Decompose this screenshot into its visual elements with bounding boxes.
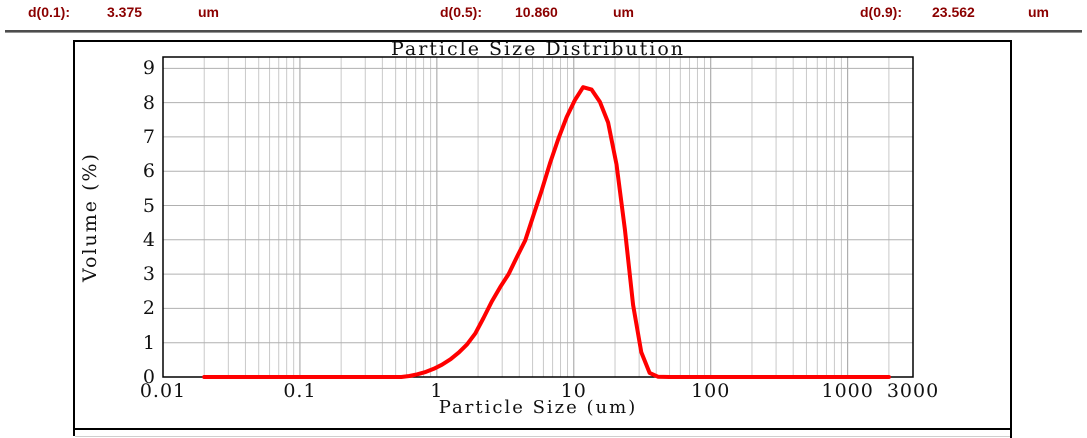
d50-value: 10.860: [515, 4, 558, 20]
y-tick-label: 8: [142, 91, 155, 114]
distribution-curve: [202, 85, 891, 379]
x-tick-label: 3000: [886, 380, 940, 402]
y-tick-label: 9: [142, 57, 155, 80]
x-tick-label: 1: [430, 380, 444, 402]
y-tick-label: 3: [142, 263, 155, 286]
x-axis-label: Particle Size (um): [438, 397, 638, 418]
y-tick-label: 6: [142, 160, 155, 183]
plot-border: [162, 56, 914, 378]
frame-right-stub: [1010, 430, 1012, 438]
y-tick-label: 5: [142, 194, 155, 217]
x-tick-label: 1000: [821, 380, 874, 402]
d90-unit: um: [1028, 4, 1049, 20]
y-tick-label: 1: [142, 331, 155, 354]
x-tick-label: 0.1: [283, 380, 317, 402]
y-tick-label: 7: [142, 125, 155, 148]
d50-unit: um: [613, 4, 634, 20]
d10-unit: um: [198, 4, 219, 20]
frame-left-stub: [73, 430, 75, 436]
chart-title: Particle Size Distribution: [390, 38, 686, 60]
y-tick-label: 0: [142, 366, 155, 388]
y-tick-label: 4: [142, 228, 155, 251]
x-tick-label: 0.01: [139, 380, 187, 402]
d10-value: 3.375: [107, 4, 143, 20]
y-tick-label: 2: [142, 297, 155, 320]
chart-frame: [73, 40, 1012, 430]
d90-value: 23.562: [932, 4, 975, 20]
d90-label: d(0.9):: [860, 4, 902, 20]
next-section-edge: [75, 436, 1010, 437]
d10-label: d(0.1):: [28, 4, 70, 20]
x-tick-label: 10: [560, 380, 587, 402]
d50-label: d(0.5):: [440, 4, 482, 20]
x-tick-label: 100: [691, 380, 731, 402]
header-separator: [5, 30, 1082, 33]
